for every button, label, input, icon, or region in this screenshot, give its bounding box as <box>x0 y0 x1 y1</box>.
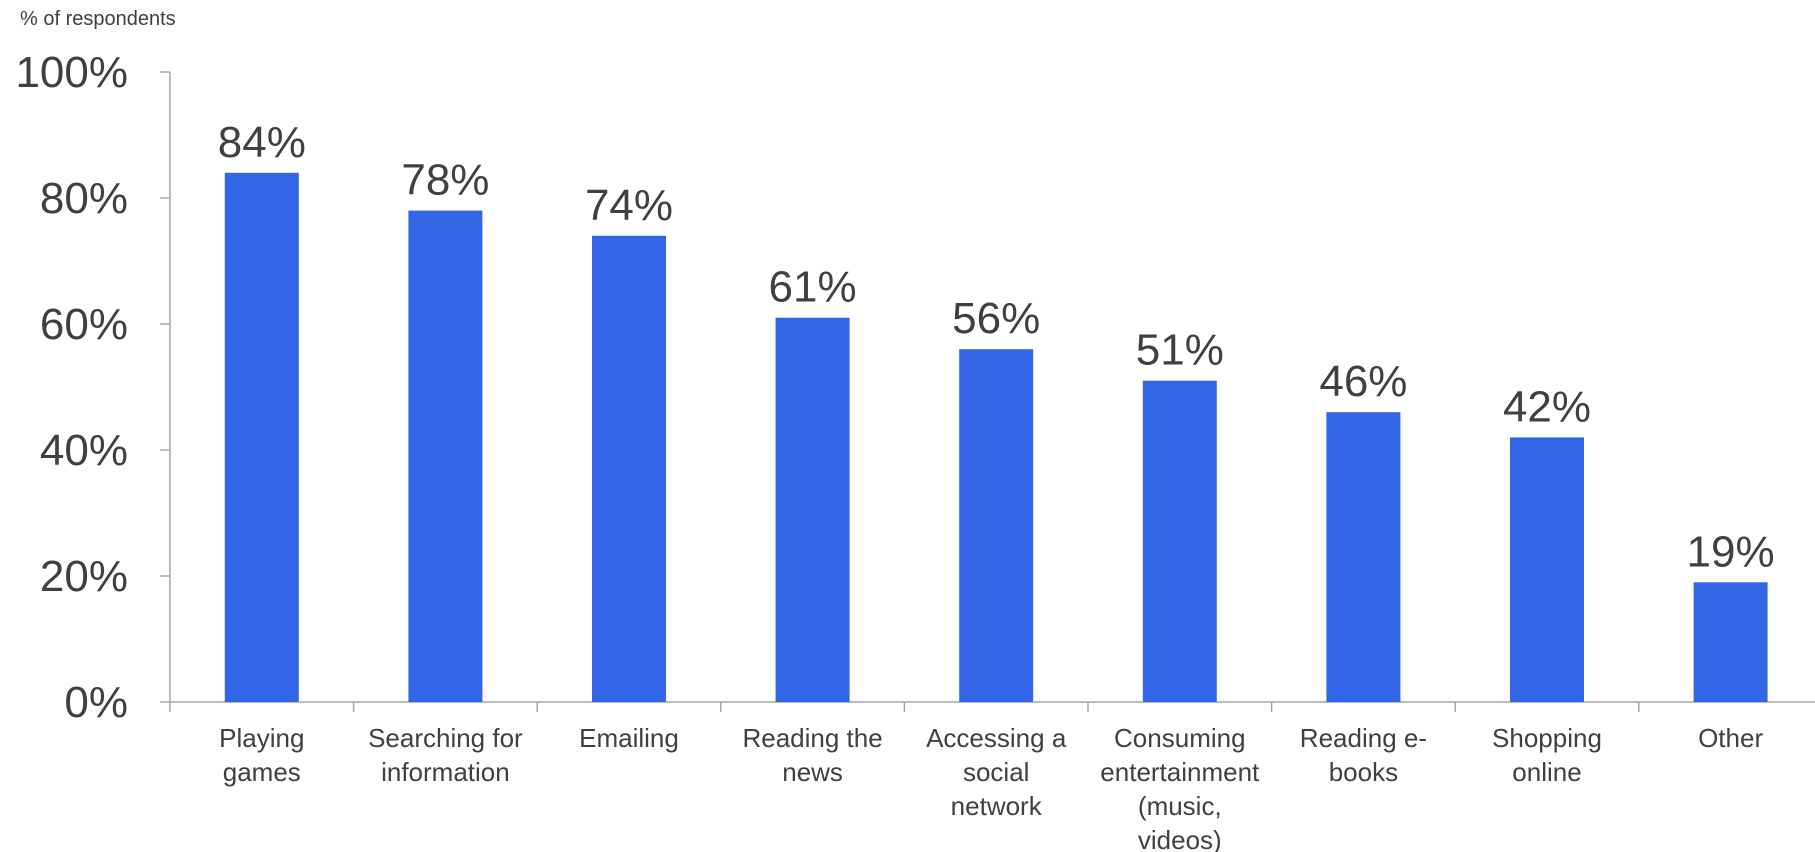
x-tick-label: Accessing a social network <box>926 723 1067 821</box>
x-tick-label-line: Accessing a <box>926 723 1067 753</box>
data-label: 46% <box>1319 357 1407 406</box>
category-labels: Playing games Searching for information Emai… <box>219 723 1763 852</box>
x-tick-label-line: network <box>951 791 1043 821</box>
bar <box>959 349 1034 702</box>
x-tick-label: Shopping online <box>1492 723 1602 787</box>
bar <box>592 235 666 703</box>
x-tick-label-line: Reading e- <box>1300 723 1427 753</box>
x-tick-label-line: (music, <box>1138 791 1222 821</box>
data-label: 56% <box>952 294 1040 343</box>
x-tick-label: Reading e-books <box>1300 723 1427 787</box>
y-tick-label: 100% <box>15 48 128 97</box>
data-label: 78% <box>401 156 489 205</box>
x-tick-label-line: Emailing <box>579 723 679 753</box>
data-label: 61% <box>769 263 857 312</box>
bar <box>1326 412 1401 702</box>
bar <box>775 317 850 702</box>
x-tick-label-line: Shopping <box>1492 723 1602 753</box>
y-axis: 0% 20% 40% 60% 80% 100% <box>15 48 171 727</box>
x-tick-label-line: games <box>223 757 301 787</box>
y-tick-label: 60% <box>40 300 128 349</box>
x-tick-label-line: Reading the <box>742 723 882 753</box>
data-labels: 84% 78% 74% 61% 56% 51% 46% 42% 19% <box>218 118 1775 576</box>
bar <box>1142 380 1217 702</box>
data-label: 51% <box>1136 326 1224 375</box>
x-tick-label-line: social <box>963 757 1029 787</box>
x-tick-label-line: Searching for <box>368 723 523 753</box>
data-label: 42% <box>1503 382 1591 431</box>
bar <box>1693 582 1768 702</box>
x-tick-label-line: news <box>782 757 843 787</box>
x-tick-label-line: entertainment <box>1100 757 1260 787</box>
x-tick-label-line: information <box>381 757 510 787</box>
y-axis-unit-label: % of respondents <box>20 8 176 30</box>
data-label: 74% <box>585 181 673 230</box>
x-tick-label: Playing games <box>219 723 304 787</box>
bar <box>408 210 483 702</box>
x-tick-label-line: books <box>1329 757 1398 787</box>
y-tick-label: 20% <box>40 552 128 601</box>
y-tick-label: 80% <box>40 174 128 223</box>
x-axis <box>169 701 1815 712</box>
x-tick-label-line: Playing <box>219 723 304 753</box>
x-tick-label-line: Consuming <box>1114 723 1246 753</box>
y-tick-label: 0% <box>64 678 128 727</box>
x-tick-label: Reading the news <box>742 723 882 787</box>
bars <box>224 172 1768 703</box>
y-tick-label: 40% <box>40 426 128 475</box>
data-label: 84% <box>218 118 306 167</box>
x-tick-label: Other <box>1698 723 1763 753</box>
x-tick-label: Consuming entertainment (music, videos) <box>1100 723 1260 852</box>
x-tick-label-line: Other <box>1698 723 1763 753</box>
x-tick-label-line: online <box>1512 757 1581 787</box>
x-tick-label: Searching for information <box>368 723 523 787</box>
x-tick-label-line: videos) <box>1138 825 1222 852</box>
data-label: 19% <box>1687 527 1775 576</box>
bar <box>1510 437 1584 702</box>
bar <box>224 172 299 703</box>
x-tick-label: Emailing <box>579 723 679 753</box>
